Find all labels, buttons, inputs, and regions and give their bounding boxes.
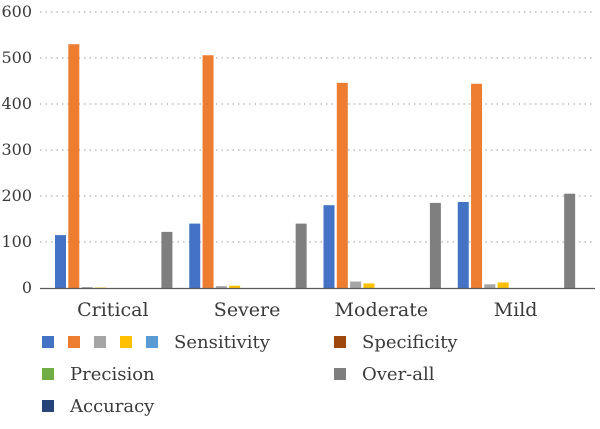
y-tick-label: 600 [1,2,32,21]
bar-moderate-series-1 [323,205,335,288]
x-category-label: Severe [214,299,281,321]
bar-severe-over-all [295,223,307,288]
x-category-label: Moderate [335,299,429,321]
legend-swatch [334,336,346,348]
bar-severe-series-2 [202,55,214,288]
bar-mild-series-1 [457,201,469,288]
legend: Sensitivity Specificity Precision Over-all A… [42,332,458,417]
x-category-label: Critical [77,299,148,321]
bar-critical-over-all [161,231,173,288]
bar-severe-series-1 [189,223,201,288]
bar-critical-series-1 [55,235,66,288]
y-tick-label: 400 [1,94,32,113]
bar-moderate-series-3 [350,281,362,288]
bar-mild-series-2 [471,83,483,288]
y-tick-label: 100 [1,232,32,251]
y-tick-label: 200 [1,186,32,205]
gridlines [40,11,595,243]
bar-mild-series-4 [497,282,509,288]
legend-swatch [42,336,54,348]
legend-label-accuracy: Accuracy [69,396,155,417]
bar-mild-over-all [564,193,576,288]
bar-moderate-series-4 [363,283,375,288]
bar-severe-series-3 [215,286,227,288]
legend-swatch [334,368,346,380]
x-axis-categories: Critical Severe Moderate Mild [77,299,537,321]
bar-critical-series-3 [81,287,93,288]
y-tick-label: 0 [22,278,32,297]
legend-label-specificity: Specificity [362,332,458,353]
y-tick-label: 500 [1,48,32,67]
legend-swatch [42,400,54,412]
bars [55,44,576,289]
legend-swatch [120,336,132,348]
legend-label-over-all: Over-all [362,364,435,385]
bar-moderate-series-2 [336,82,348,288]
legend-swatch [94,336,106,348]
legend-swatch [68,336,80,348]
legend-swatch [146,336,158,348]
legend-label-sensitivity: Sensitivity [174,332,271,353]
bar-mild-series-3 [484,284,496,288]
bar-moderate-over-all [429,202,441,288]
bar-critical-series-2 [68,44,80,289]
x-category-label: Mild [494,299,538,321]
y-tick-label: 300 [1,140,32,159]
legend-label-precision: Precision [70,364,155,385]
y-axis-ticks: 0 100 200 300 400 500 600 [1,2,32,297]
legend-swatch [42,368,54,380]
bar-severe-series-4 [229,285,241,288]
